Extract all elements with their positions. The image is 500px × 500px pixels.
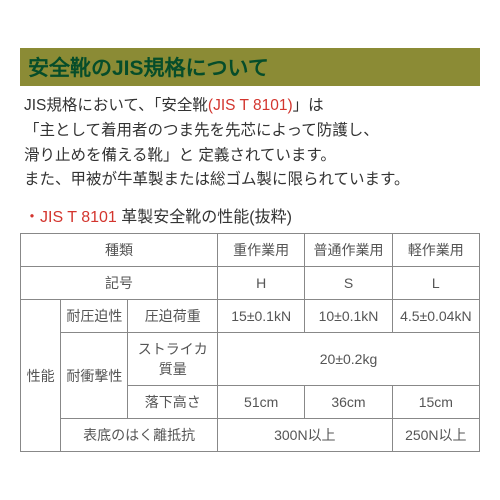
cell-drop-S: 36cm — [305, 386, 392, 419]
cell-drop-H: 51cm — [218, 386, 305, 419]
table-row: 記号 H S L — [21, 267, 480, 300]
table-heading: ・JIS T 8101 革製安全靴の性能(抜粋) — [20, 197, 480, 229]
table-row: 表底のはく離抵抗 300N以上 250N以上 — [21, 419, 480, 452]
cell-peel: 表底のはく離抵抗 — [61, 419, 218, 452]
table-row: 種類 重作業用 普通作業用 軽作業用 — [21, 234, 480, 267]
heading2-rest: 革製安全靴の性能(抜粋) — [117, 209, 292, 226]
line1a: JIS規格において、「安全靴 — [24, 97, 208, 114]
spec-table: 種類 重作業用 普通作業用 軽作業用 記号 H S L 性能 耐圧迫性 圧迫荷重… — [20, 233, 480, 452]
line4: また、甲被が牛革製または総ゴム製に限られています。 — [24, 171, 410, 188]
cell-drop: 落下高さ — [128, 386, 218, 419]
cell-type: 種類 — [21, 234, 218, 267]
cell-L: L — [392, 267, 479, 300]
cell-drop-L: 15cm — [392, 386, 479, 419]
cell-strika: ストライカ質量 — [128, 333, 218, 386]
cell-comp-S: 10±0.1kN — [305, 300, 392, 333]
cell-imp: 耐衝撃性 — [61, 333, 128, 419]
heading2-red: ・JIS T 8101 — [24, 209, 117, 226]
cell-comp-load: 圧迫荷重 — [128, 300, 218, 333]
cell-comp-L: 4.5±0.04kN — [392, 300, 479, 333]
cell-light: 軽作業用 — [392, 234, 479, 267]
cell-comp: 耐圧迫性 — [61, 300, 128, 333]
cell-perf: 性能 — [21, 300, 61, 452]
cell-peel-a: 300N以上 — [218, 419, 393, 452]
jis-code-red: (JIS T 8101) — [208, 97, 293, 114]
cell-strika-v: 20±0.2kg — [218, 333, 480, 386]
intro-paragraph: JIS規格において、「安全靴(JIS T 8101)」は 「主として着用者のつま… — [20, 86, 480, 197]
line3: 滑り止めを備える靴」と 定義されています。 — [24, 147, 336, 164]
title-bar: 安全靴のJIS規格について — [20, 48, 480, 86]
table-row: 耐衝撃性 ストライカ質量 20±0.2kg — [21, 333, 480, 386]
cell-symbol: 記号 — [21, 267, 218, 300]
table-row: 性能 耐圧迫性 圧迫荷重 15±0.1kN 10±0.1kN 4.5±0.04k… — [21, 300, 480, 333]
line1c: 」は — [293, 97, 324, 114]
cell-comp-H: 15±0.1kN — [218, 300, 305, 333]
line2: 「主として着用者のつま先を先芯によって防護し、 — [24, 122, 379, 139]
cell-H: H — [218, 267, 305, 300]
cell-normal: 普通作業用 — [305, 234, 392, 267]
cell-S: S — [305, 267, 392, 300]
cell-heavy: 重作業用 — [218, 234, 305, 267]
cell-peel-b: 250N以上 — [392, 419, 479, 452]
